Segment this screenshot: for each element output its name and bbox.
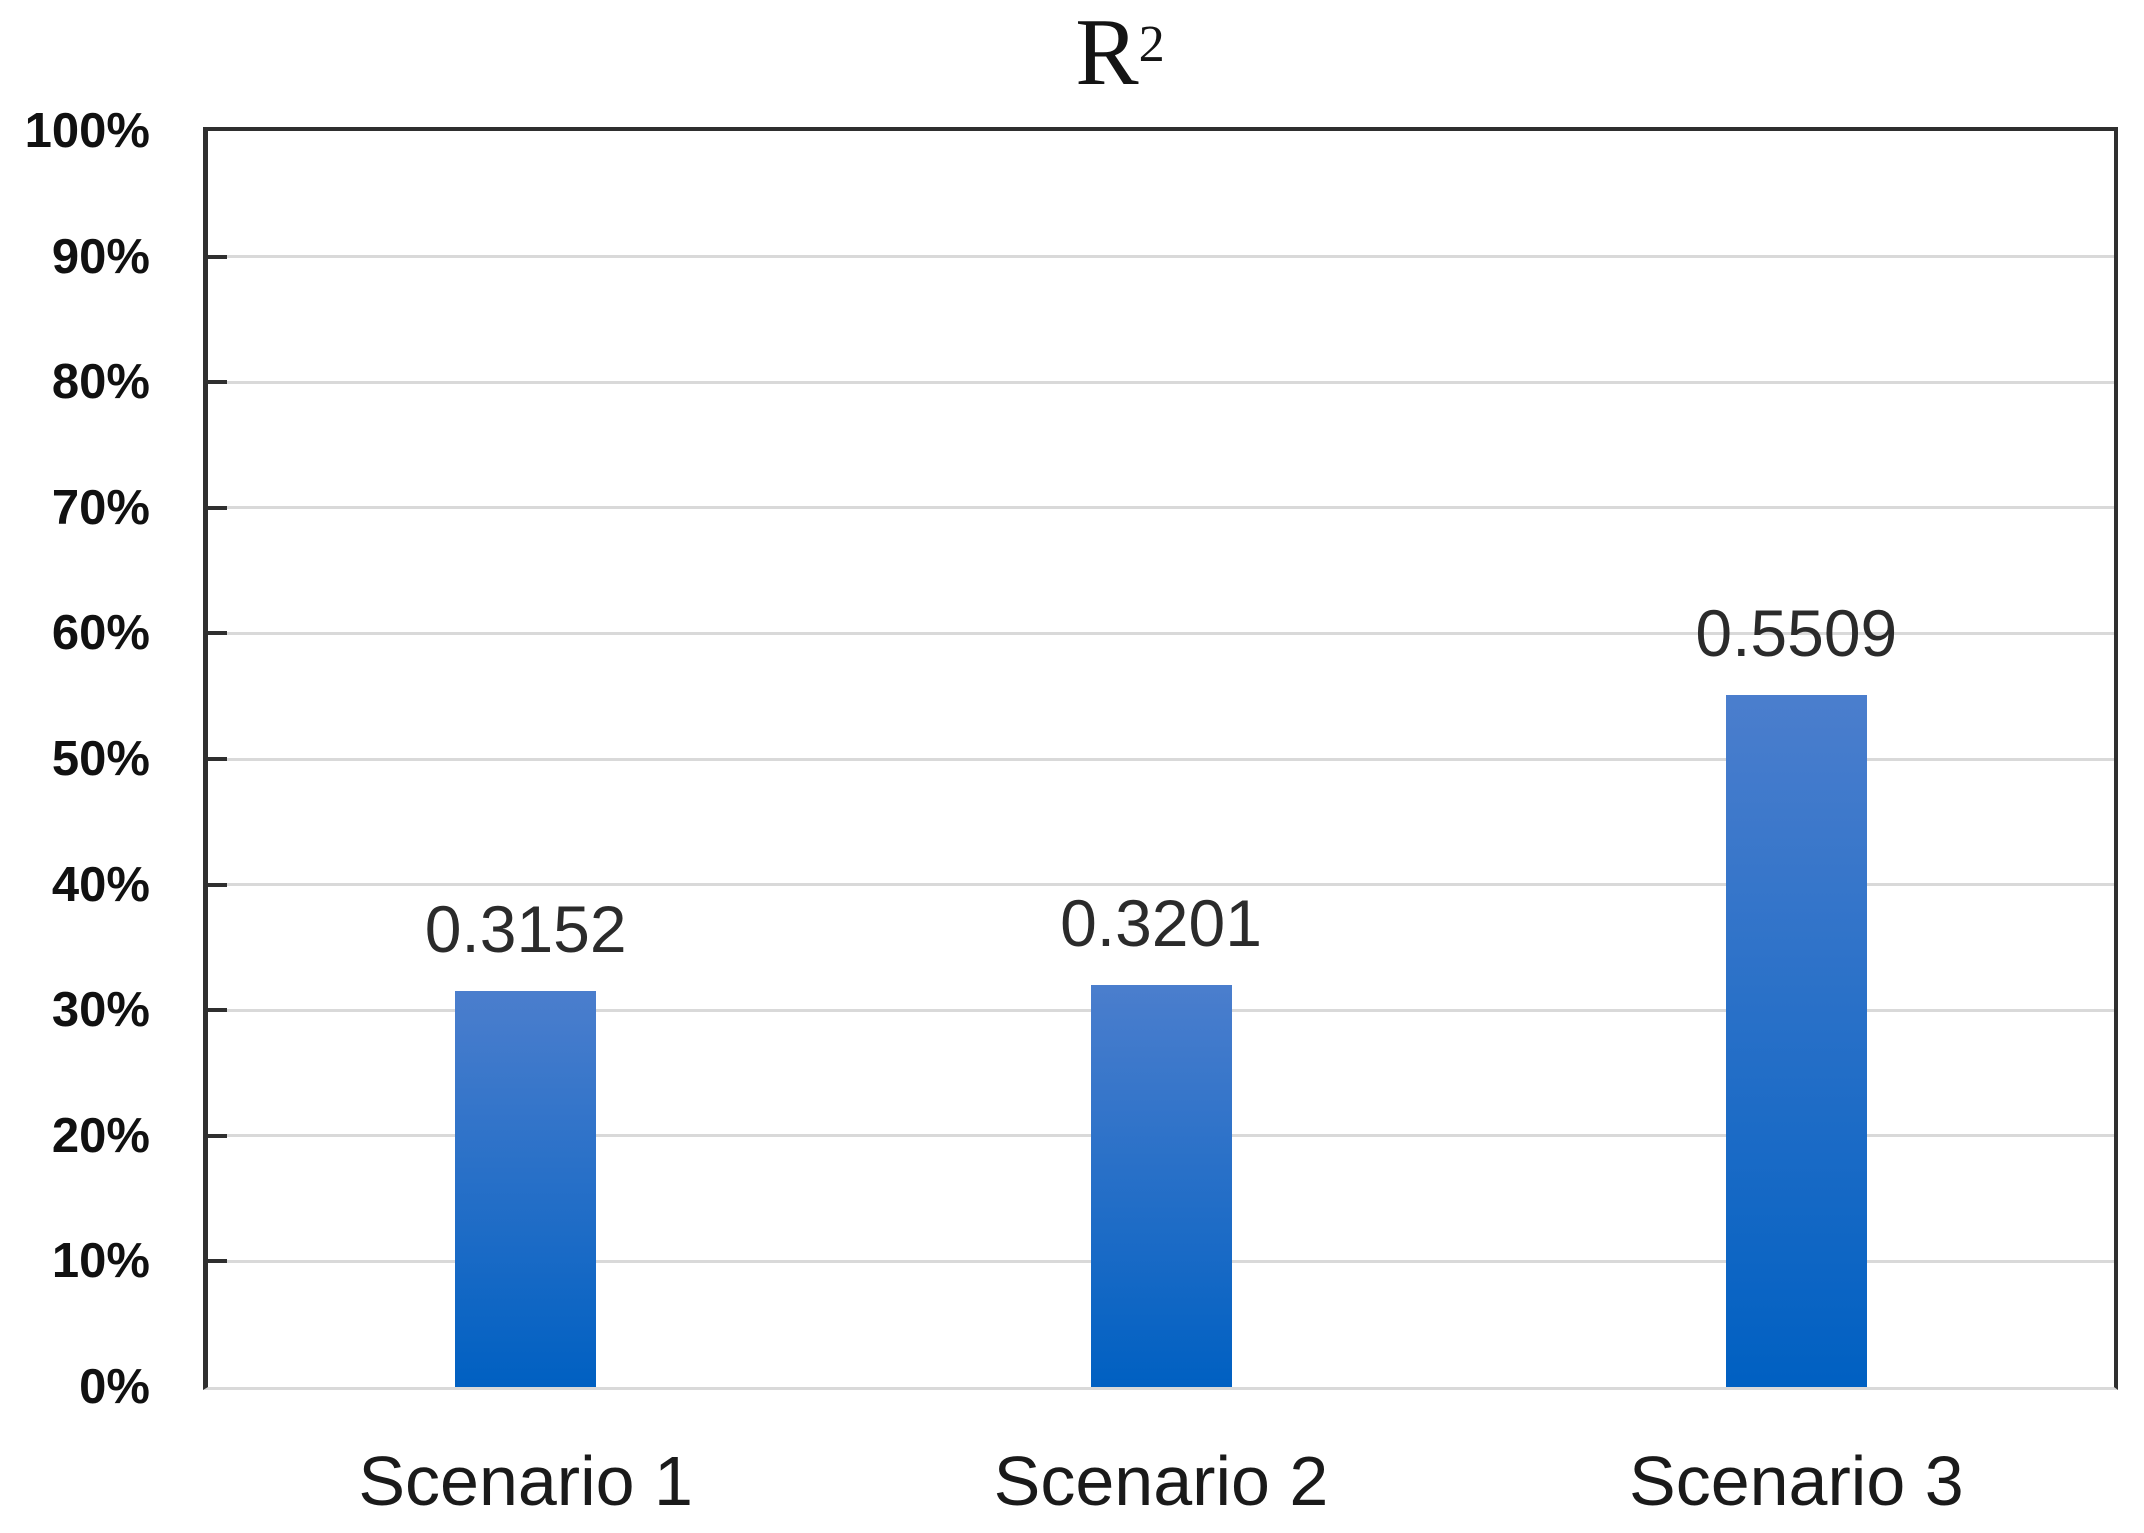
gridline-80	[208, 380, 2114, 384]
y-tick-70	[208, 505, 227, 510]
y-axis-label-50: 50%	[51, 732, 150, 786]
chart-title-superscript: 2	[1138, 14, 1165, 73]
chart-title: R2	[96, 2, 2144, 117]
y-tick-20	[208, 1133, 227, 1138]
y-axis-label-10: 10%	[51, 1234, 150, 1289]
plot-area: 0.3152 0.3201 0.5509	[203, 127, 2118, 1390]
y-tick-90	[208, 254, 227, 259]
gridline-40	[208, 883, 2114, 887]
y-axis-label-60: 60%	[51, 606, 150, 661]
x-axis-label-2: Scenario 2	[993, 1442, 1329, 1520]
x-axis-label-3: Scenario 3	[1629, 1442, 1964, 1520]
bar-value-label-1: 0.3152	[424, 892, 627, 967]
y-axis-label-100: 100%	[24, 104, 150, 158]
bar-3	[1725, 695, 1867, 1387]
bar-2	[1090, 984, 1232, 1387]
y-tick-50	[208, 757, 227, 761]
bar-value-label-2: 0.3201	[1060, 885, 1262, 960]
y-tick-40	[208, 882, 227, 887]
y-tick-80	[208, 380, 227, 385]
chart-title-base: R	[1075, 0, 1139, 105]
gridline-50	[208, 757, 2114, 761]
y-axis-label-90: 90%	[51, 229, 150, 284]
gridline-60	[208, 631, 2114, 635]
gridline-70	[208, 506, 2114, 510]
y-tick-10	[208, 1259, 227, 1264]
bar-1	[455, 991, 597, 1387]
y-axis-label-30: 30%	[51, 983, 150, 1038]
y-axis-label-70: 70%	[51, 480, 150, 535]
y-axis-label-40: 40%	[51, 857, 150, 912]
y-tick-60	[208, 631, 227, 636]
bar-value-label-3: 0.5509	[1695, 596, 1898, 671]
y-axis-label-20: 20%	[51, 1108, 150, 1163]
y-axis-label-0: 0%	[79, 1360, 150, 1414]
gridline-90	[208, 255, 2114, 259]
y-tick-30	[208, 1008, 227, 1013]
y-axis-label-80: 80%	[51, 355, 150, 410]
x-axis-label-1: Scenario 1	[358, 1442, 693, 1520]
